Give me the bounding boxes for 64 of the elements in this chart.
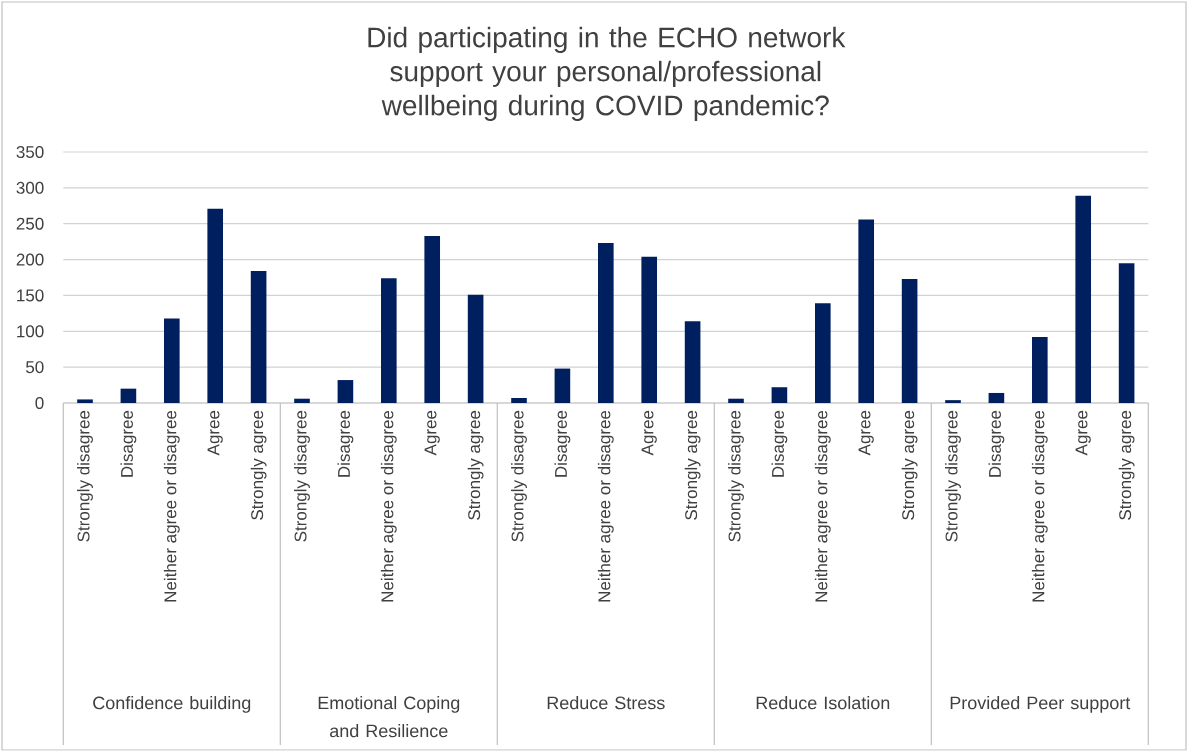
- x-tick-label: Neither agree or disagree: [597, 410, 614, 602]
- bar: [77, 399, 93, 404]
- x-tick-label: Disagree: [120, 410, 137, 477]
- y-tick-label: 350: [16, 146, 44, 159]
- bar: [858, 219, 875, 404]
- bar: [684, 321, 701, 404]
- x-tick-label: Strongly disagree: [511, 410, 527, 542]
- bar: [901, 278, 918, 404]
- x-tick-label: Strongly disagree: [945, 410, 961, 542]
- y-tick-label: 100: [17, 325, 44, 338]
- bar: [207, 208, 224, 404]
- bar: [1075, 195, 1092, 404]
- bar: [511, 397, 527, 404]
- text: Reduce Isolation: [756, 696, 890, 710]
- bar: [1032, 337, 1048, 404]
- x-tick-label: Strongly disagree: [294, 410, 310, 542]
- bar: [294, 398, 310, 404]
- x-tick-label: Strongly agree: [684, 410, 701, 520]
- x-tick-label: Neither agree or disagree: [814, 410, 831, 602]
- bar: [381, 278, 397, 404]
- x-tick-label: Disagree: [771, 410, 788, 477]
- x-tick-label: Neither agree or disagree: [163, 410, 180, 602]
- y-tick-label: 150: [17, 289, 44, 302]
- bar: [945, 400, 961, 404]
- x-tick-label: Strongly agree: [901, 410, 918, 520]
- x-tick-label: Agree: [424, 410, 440, 456]
- bar: [641, 256, 658, 404]
- bar: [771, 387, 788, 404]
- bar: [554, 368, 571, 404]
- bar: [163, 318, 180, 404]
- bar: [815, 303, 831, 404]
- bar: [424, 235, 441, 404]
- y-tick-label: 50: [26, 361, 44, 374]
- x-tick-label: Agree: [1075, 410, 1091, 456]
- x-tick-label: Disagree: [337, 410, 354, 477]
- bar: [120, 388, 137, 404]
- y-tick-label: 300: [16, 181, 44, 194]
- text: Provided Peer support: [950, 696, 1131, 713]
- bar: [597, 243, 614, 404]
- text: Emotional Coping and Resilience: [318, 696, 460, 738]
- bar: [467, 294, 484, 404]
- x-tick-label: Agree: [641, 410, 657, 456]
- y-tick-label: 200: [16, 253, 44, 266]
- bar: [1118, 263, 1135, 404]
- x-tick-label: Strongly disagree: [77, 410, 93, 542]
- x-tick-label: Strongly agree: [1118, 410, 1135, 520]
- x-tick-label: Agree: [207, 410, 223, 456]
- x-tick-label: Strongly agree: [250, 410, 267, 520]
- x-tick-label: Disagree: [988, 410, 1005, 477]
- bar: [337, 380, 354, 404]
- y-tick-label: 0: [35, 397, 44, 410]
- x-tick-label: Strongly agree: [467, 410, 484, 520]
- x-tick-label: Disagree: [554, 410, 571, 477]
- x-tick-label: Agree: [858, 410, 874, 456]
- bar: [250, 271, 267, 404]
- x-tick-label: Neither agree or disagree: [380, 410, 397, 602]
- bar: [988, 392, 1005, 404]
- x-tick-label: Strongly disagree: [728, 410, 744, 542]
- chart-title: Did participating in the ECHO network support your personal/professional wellbeing during COVID pandemic?: [368, 26, 846, 121]
- text: Confidence building: [93, 696, 251, 713]
- x-tick-label: Neither agree or disagree: [1031, 410, 1048, 602]
- y-tick-label: 250: [16, 217, 44, 230]
- bar: [728, 398, 744, 404]
- text: Reduce Stress: [547, 696, 665, 710]
